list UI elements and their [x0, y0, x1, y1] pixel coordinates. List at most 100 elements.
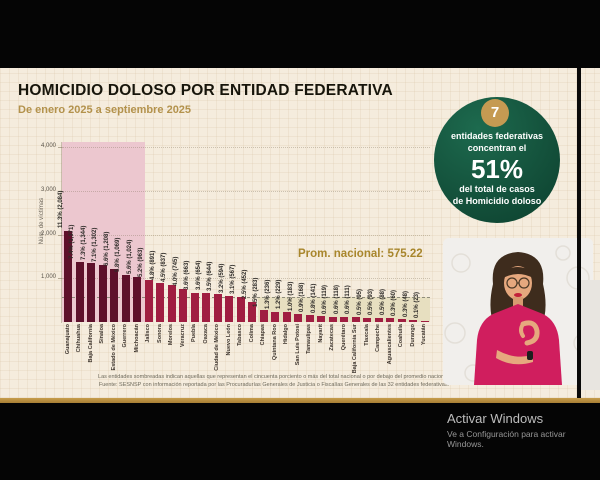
bar-value-label: 1.2% (229) — [276, 279, 282, 309]
badge-line-3: del total de casos — [459, 184, 535, 194]
x-axis-label: San Luis Potosí — [294, 324, 301, 366]
interpreter-right-hand — [520, 320, 540, 346]
interpreter-lips — [514, 293, 522, 297]
bar-value-label: 4.5% (837) — [161, 253, 167, 283]
stat-badge-text: entidades federativas concentran el 51% … — [444, 131, 550, 207]
x-axis-label: Aguascalientes — [386, 324, 393, 365]
x-axis-label: Morelos — [168, 324, 174, 346]
x-axis-label: Puebla — [191, 324, 197, 343]
bar-value-label: 2.5% (452) — [241, 269, 248, 300]
bar-Baja California — [87, 263, 95, 322]
bar-value-label: 4.0% (745) — [172, 257, 179, 287]
bar-value-label: 0.5% (93) — [368, 288, 374, 315]
badge-line-1: entidades federativas — [450, 131, 544, 141]
bar-value-label: 0.5% (95) — [356, 288, 363, 315]
bar-Tabasco — [236, 297, 245, 322]
badge-percent: 51% — [470, 154, 524, 184]
bar-Jalisco — [144, 279, 153, 322]
bar-Nuevo León — [225, 296, 233, 322]
bar-value-label: 5.6% (1,024) — [126, 239, 133, 275]
y-tick-mark — [58, 190, 62, 192]
y-axis-line — [61, 142, 62, 323]
slide-bottom-gold-bar — [0, 398, 600, 403]
interpreter-torso — [474, 304, 562, 385]
x-axis-label: Oaxaca — [202, 324, 209, 344]
chart-footnote: Las entidades sombreadas indican aquella… — [84, 374, 464, 390]
x-axis-label: Yucatán — [421, 324, 427, 346]
bar-value-label: 0.5% (88) — [379, 289, 386, 316]
bar-Coahuila — [397, 319, 406, 322]
footnote-line-1: Las entidades sombreadas indican aquella… — [98, 374, 450, 380]
x-axis-label: Zacatecas — [329, 324, 335, 351]
bar-value-label: 1.3% (236) — [264, 279, 271, 309]
x-axis-label: Baja California Sur — [352, 324, 358, 374]
presentation-slide: HOMICIDIO DOLOSO POR ENTIDAD FEDERATIVA … — [0, 68, 600, 398]
bar-Nayarit — [317, 315, 325, 322]
national-average-line — [62, 296, 430, 298]
x-axis-label: Tlaxcala — [363, 324, 370, 346]
bar-Colima — [248, 302, 256, 322]
y-tick-label: 4,000 — [40, 143, 56, 149]
x-axis-label: Colima — [248, 324, 255, 343]
y-axis-title: Núm. de víctimas — [39, 197, 45, 245]
bar-Guerrero — [121, 275, 130, 322]
x-axis-label: Chihuahua — [76, 324, 82, 353]
video-edge-sliver — [581, 280, 600, 390]
bar-chart-plot: 11.3% (2,084) Guanajuato 7.4% (1,371) Chihu… — [58, 142, 430, 373]
bar-value-label: 3.6% (654) — [195, 261, 202, 291]
bar-value-label: 4.8% (891) — [149, 250, 156, 281]
x-axis-label: Michoacán — [133, 324, 140, 353]
bar-Sonora — [156, 283, 164, 322]
x-axis-label: Sonora — [156, 324, 163, 343]
y-tick-label: 2,000 — [40, 230, 56, 237]
bar-value-label: 0.6% (119) — [322, 284, 328, 314]
interpreter-watch — [527, 351, 533, 360]
bar-Michoacán — [133, 277, 141, 322]
interpreter-illustration — [443, 238, 593, 385]
x-axis-label: Quintana Roo — [271, 324, 278, 361]
y-tick-label: 1,000 — [40, 274, 56, 281]
bar-value-label: 0.3% (48) — [402, 290, 409, 317]
x-axis-label: Guerrero — [122, 324, 128, 348]
bar-Puebla — [190, 293, 199, 322]
bar-Morelos — [167, 285, 176, 322]
page-subtitle: De enero 2025 a septiembre 2025 — [18, 104, 192, 116]
windows-activation-subtitle: Ve a Configuración para activar Windows. — [447, 429, 566, 449]
bar-Tamaulipas — [305, 314, 314, 322]
x-axis-label: Coahuila — [398, 324, 404, 348]
gridline-3,000 — [62, 190, 430, 192]
bar-value-label: 11.3% (2,084) — [57, 190, 64, 228]
x-axis-label: Querétaro — [340, 324, 347, 351]
bar-Hidalgo — [282, 311, 291, 322]
bar-Aguascalientes — [386, 318, 394, 322]
bar-value-label: 0.6% (118) — [333, 284, 340, 314]
x-axis-label: Veracruz — [179, 324, 186, 347]
bar-value-label: 0.6% (111) — [345, 285, 351, 315]
stat-badge-number: 7 — [481, 99, 509, 127]
bar-value-label: 0.8% (141) — [310, 283, 317, 313]
bar-Yucatán — [420, 321, 429, 322]
bar-Chihuahua — [75, 262, 84, 322]
page-title: HOMICIDIO DOLOSO POR ENTIDAD FEDERATIVA — [18, 82, 393, 99]
bar-Querétaro — [340, 316, 348, 322]
bar-Campeche — [374, 317, 383, 322]
sign-language-interpreter-video — [443, 238, 593, 385]
bar-value-label: 3.1% (567) — [230, 264, 236, 295]
bar-Oaxaca — [202, 293, 210, 322]
bar-Tlaxcala — [363, 317, 371, 322]
footnote-line-2: Fuente: SESNSP con información reportada… — [98, 381, 450, 388]
x-axis-label: Nuevo León — [225, 324, 232, 356]
bar-value-label: 3.2% (594) — [218, 263, 225, 294]
x-axis-label: Guanajuato — [64, 324, 71, 355]
bar-value-label: 7.4% (1,371) — [69, 224, 75, 260]
gridline-1,000 — [62, 278, 430, 280]
x-axis-label: Estado de México — [110, 324, 117, 371]
y-tick-mark — [58, 147, 62, 148]
bar-Quintana Roo — [271, 311, 279, 322]
x-axis-label: Nayarit — [317, 324, 324, 343]
bar-Durango — [409, 319, 417, 322]
bar-value-label: 3.6% (663) — [184, 260, 190, 290]
bar-San Luis Potosí — [294, 314, 302, 322]
bar-Ciudad de México — [213, 293, 222, 322]
